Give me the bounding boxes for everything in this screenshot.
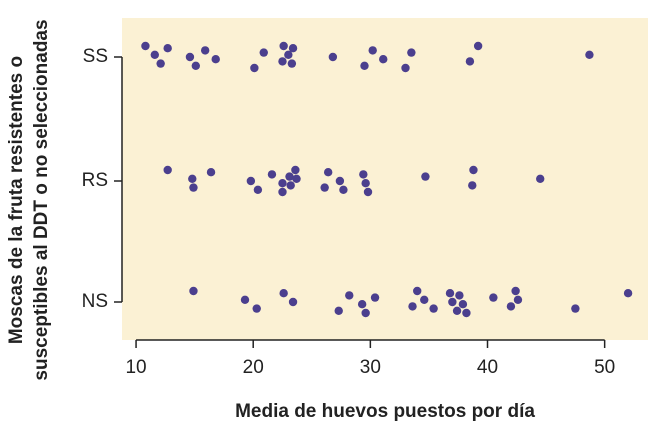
point [506,302,516,311]
point [253,185,263,194]
point [288,297,298,307]
point [413,286,422,296]
point [445,289,455,298]
point [420,295,429,304]
point [252,304,261,313]
point [363,187,373,197]
point [455,291,464,300]
point [361,308,370,318]
point [250,63,259,73]
point [156,59,165,68]
x-tick-label: 20 [243,357,264,378]
point [279,289,288,298]
point [200,46,210,55]
point [452,306,462,315]
point [357,300,367,309]
point [408,302,417,311]
point [585,50,594,59]
point [361,179,370,188]
point [407,48,416,57]
y-tick-label: RS [82,170,108,191]
point [287,59,297,68]
point [259,48,268,57]
point [468,181,477,190]
point [401,63,410,73]
y-tick-label: NS [82,291,108,312]
point [623,289,633,298]
x-tick-label: 40 [477,357,498,378]
point [513,295,523,304]
point [368,46,377,55]
point [328,52,338,62]
y-axis-title: susceptibles al DDT o no seleccionadas [31,19,52,380]
point [150,50,160,59]
point [473,41,483,51]
point [489,293,498,302]
point [284,50,293,59]
point [185,52,195,62]
point [469,165,478,175]
point [571,304,580,313]
point [278,57,287,66]
point [246,176,256,186]
point [189,183,198,192]
point [320,183,329,192]
point [345,291,354,300]
x-tick-label: 50 [594,357,615,378]
point [285,172,294,181]
point [370,293,380,302]
point [339,185,348,194]
point [359,170,368,179]
y-axis-title: Moscas de la fruta resistentes o [6,56,27,344]
point [511,286,520,296]
point [335,176,345,186]
point [360,61,369,70]
point [163,44,172,53]
point [465,57,475,66]
point [278,179,287,188]
point [462,308,471,318]
point [421,172,430,181]
point [458,300,468,309]
point [206,168,216,177]
point [323,168,333,177]
point [188,174,197,183]
point [191,61,201,70]
point [279,41,288,51]
point [267,170,277,179]
x-tick-label: 10 [125,357,146,378]
plot-area [122,18,648,340]
point [163,165,172,175]
point [278,187,287,197]
point [429,304,438,313]
point [291,165,300,175]
point [379,55,388,64]
point [448,297,457,307]
point [286,181,295,190]
x-tick-label: 30 [360,357,381,378]
point [334,306,343,315]
point [240,295,250,304]
point [536,174,545,183]
point [189,286,198,296]
y-tick-label: SS [83,46,108,67]
point [288,44,298,53]
point [211,55,220,64]
x-axis-title: Media de huevos puestos por día [235,401,535,422]
point [141,41,150,51]
point [292,174,301,183]
